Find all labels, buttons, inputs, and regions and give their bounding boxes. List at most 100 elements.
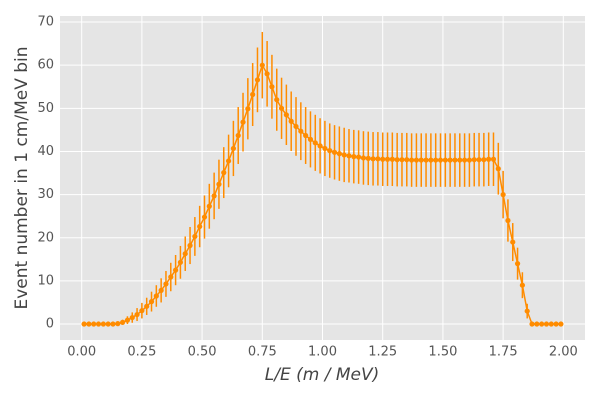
data-point	[110, 321, 116, 327]
data-point	[548, 321, 554, 327]
data-point	[471, 157, 477, 163]
data-point	[307, 136, 314, 142]
data-point	[437, 157, 444, 163]
data-point	[351, 154, 357, 160]
data-point	[360, 155, 367, 161]
data-point	[105, 321, 111, 327]
data-point	[91, 321, 97, 327]
data-point	[375, 156, 381, 162]
data-point	[225, 158, 232, 164]
data-point	[322, 145, 328, 152]
data-point	[442, 157, 448, 163]
x-tick-label: 0.25	[127, 345, 156, 360]
x-tick-label: 0.75	[248, 345, 277, 360]
y-tick-label: 20	[37, 230, 54, 245]
data-point	[95, 321, 102, 327]
data-point	[120, 319, 126, 325]
data-point	[519, 282, 525, 288]
data-point	[245, 106, 251, 112]
data-point	[428, 157, 434, 163]
data-point	[250, 91, 256, 98]
data-point	[293, 123, 299, 130]
data-point	[514, 261, 521, 267]
data-point	[466, 157, 473, 163]
y-tick-label: 70	[37, 15, 54, 30]
data-point	[384, 156, 391, 162]
y-tick-label: 50	[37, 101, 54, 116]
y-axis-label: Event number in 1 cm/MeV bin	[12, 46, 32, 309]
data-point	[163, 281, 169, 287]
data-point	[553, 321, 559, 327]
data-point	[211, 193, 217, 199]
data-point	[510, 239, 516, 245]
data-point	[269, 84, 275, 90]
y-tick-label: 30	[37, 187, 54, 202]
x-tick-label: 1.75	[489, 345, 518, 360]
data-point	[182, 251, 188, 257]
data-point	[303, 132, 309, 139]
data-point	[505, 217, 511, 224]
x-tick-label: 0.00	[67, 345, 96, 360]
data-point	[278, 105, 285, 111]
data-point	[172, 267, 179, 273]
x-axis-label: L/E (m / MeV)	[265, 365, 379, 385]
data-point	[144, 303, 150, 309]
data-point	[283, 112, 289, 118]
data-point	[558, 321, 564, 327]
data-point	[288, 118, 294, 124]
data-point	[336, 151, 342, 157]
data-point	[177, 259, 184, 265]
y-tick-label: 0	[46, 317, 54, 332]
data-point	[81, 321, 87, 327]
data-point	[192, 233, 198, 240]
data-point	[240, 119, 246, 125]
data-point	[201, 214, 208, 220]
y-tick-label: 60	[37, 58, 54, 73]
data-point	[356, 154, 362, 160]
data-point	[317, 143, 323, 149]
data-point	[433, 157, 439, 163]
x-tick-label: 1.25	[368, 345, 397, 360]
data-point	[380, 156, 386, 162]
data-point	[197, 223, 203, 230]
data-point	[447, 157, 453, 163]
data-point	[543, 321, 550, 327]
data-point	[312, 140, 318, 146]
data-point	[259, 62, 265, 68]
x-tick-label: 1.00	[308, 345, 337, 360]
grid	[60, 16, 585, 340]
data-point	[423, 157, 429, 163]
data-point	[457, 157, 463, 163]
data-point	[148, 299, 155, 305]
data-point	[481, 157, 487, 163]
data-point	[158, 287, 164, 293]
x-tick-label: 1.50	[428, 345, 457, 360]
data-point	[230, 145, 236, 152]
data-point	[409, 157, 415, 163]
data-point	[327, 148, 333, 154]
data-point	[235, 132, 241, 139]
x-tick-label: 0.50	[188, 345, 217, 360]
data-point	[221, 170, 227, 176]
data-point	[187, 242, 193, 249]
data-point	[539, 321, 545, 327]
data-point	[529, 321, 535, 327]
data-point	[264, 71, 270, 77]
data-point	[298, 128, 304, 134]
data-point	[216, 181, 222, 187]
data-point	[206, 203, 212, 209]
data-point	[365, 155, 371, 161]
data-point	[534, 321, 540, 327]
data-point	[486, 156, 492, 162]
data-point	[461, 157, 468, 163]
data-point	[413, 157, 420, 163]
data-point	[139, 308, 145, 314]
data-point	[134, 311, 140, 318]
data-point	[129, 314, 135, 321]
y-tick-label: 10	[37, 273, 54, 288]
data-point	[500, 192, 506, 198]
data-point	[495, 166, 501, 172]
data-point	[124, 317, 131, 323]
data-point	[399, 157, 405, 163]
